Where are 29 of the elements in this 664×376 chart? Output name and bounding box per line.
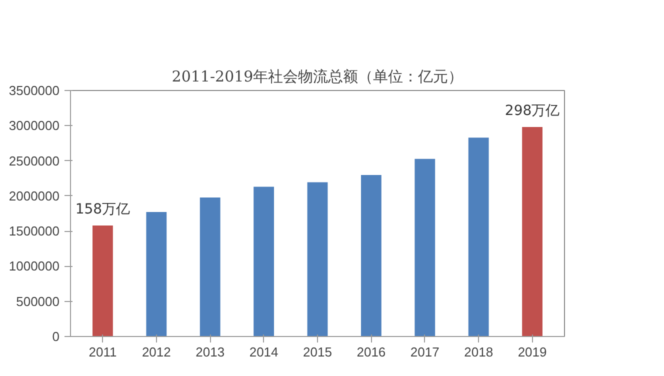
bar [468, 138, 489, 336]
annotation: 158万亿 [75, 201, 130, 218]
y-tick-label: 3500000 [8, 83, 60, 98]
y-tick-label: 500000 [16, 294, 60, 309]
annotation: 298万亿 [504, 103, 560, 120]
bar [92, 225, 113, 336]
y-tick-label: 2000000 [8, 188, 60, 204]
x-tick-label: 2019 [518, 344, 547, 360]
bar [200, 197, 220, 336]
bar [307, 182, 328, 336]
bar [146, 212, 167, 336]
x-tick-label: 2017 [410, 344, 440, 360]
x-tick-label: 2012 [142, 344, 171, 360]
bar [360, 174, 382, 336]
x-tick-label: 2014 [249, 344, 278, 360]
x-tick-label: 2016 [356, 344, 386, 360]
y-tick-label: 1000000 [8, 258, 60, 274]
x-tick-label: 2018 [464, 344, 494, 360]
bar [414, 158, 436, 336]
x-tick-label: 2013 [196, 344, 225, 360]
bar [254, 186, 274, 336]
x-tick-label: 2015 [303, 344, 332, 360]
x-tick-label: 2011 [88, 344, 117, 360]
y-tick-label: 1500000 [8, 224, 60, 239]
chart-title: 2011-2019年社会物流总额（单位：亿元） [172, 68, 464, 86]
bar [522, 127, 542, 336]
y-tick-label: 3000000 [8, 118, 60, 134]
y-tick-label: 0 [52, 329, 60, 344]
y-tick-label: 2500000 [8, 153, 60, 168]
